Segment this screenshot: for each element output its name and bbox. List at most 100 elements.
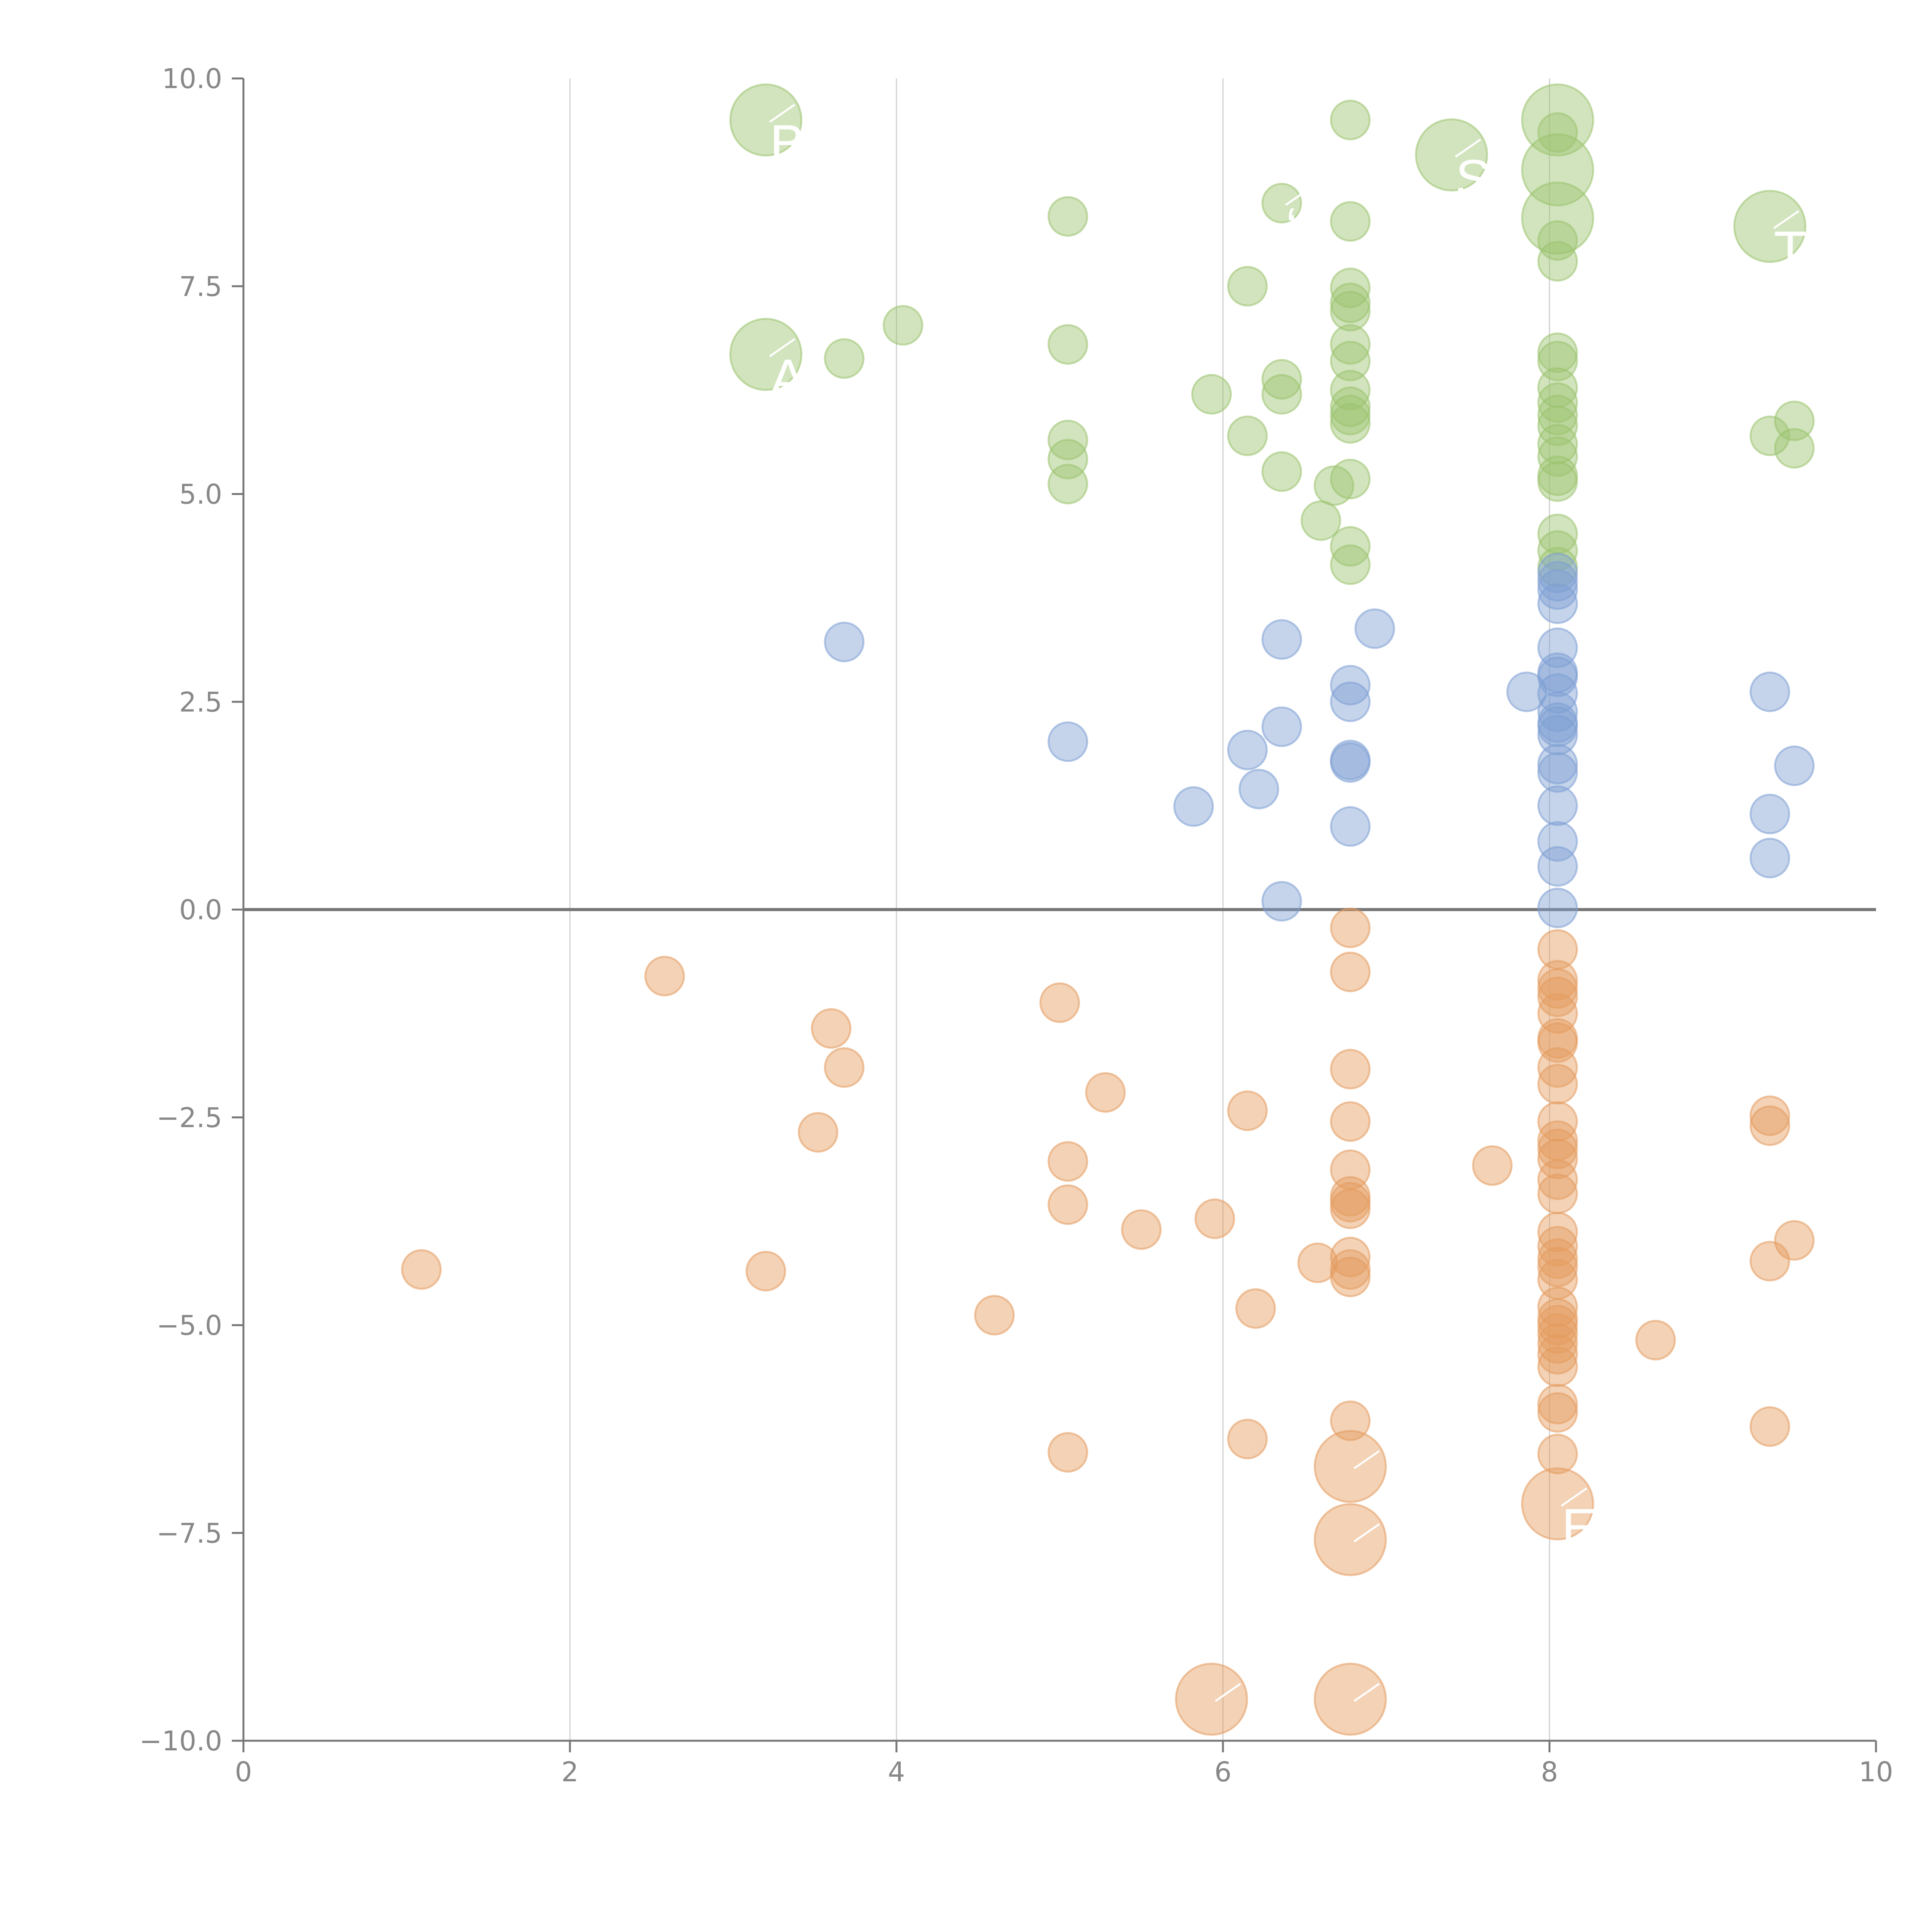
point-mid-3	[1227, 730, 1268, 770]
y-tick-label-3: 2.5	[179, 686, 222, 718]
point-low-25	[1330, 1188, 1371, 1229]
point-low-31	[1635, 1320, 1676, 1361]
point-high-32	[1330, 544, 1371, 585]
point-low-38	[1537, 1022, 1578, 1063]
large-point-low-4	[1314, 1662, 1387, 1736]
point-high-22	[1261, 374, 1302, 415]
point-high-5	[1537, 220, 1578, 261]
point-high-13	[1330, 291, 1371, 332]
point-low-55	[1537, 1313, 1578, 1354]
axis-layer: 0 2 4 6 8 10 10.0 7.5 5.0 2.5 0.0 −2.5 −5.0 −7.5 −10.0	[139, 63, 1893, 1788]
point-high-33	[1537, 332, 1578, 373]
point-high-4	[1537, 112, 1578, 153]
point-mid-8	[1330, 665, 1371, 706]
large-point-high-6	[1733, 190, 1806, 263]
point-low-13	[1194, 1198, 1235, 1239]
point-low-35	[1537, 976, 1578, 1017]
point-low-56	[1537, 1323, 1578, 1364]
point-low-60	[1537, 1392, 1578, 1433]
point-low-2	[745, 1251, 786, 1292]
point-mid-5	[1261, 619, 1302, 660]
point-high-39	[1537, 423, 1578, 464]
annotation-label-1: A	[770, 348, 806, 408]
point-mid-34	[1749, 794, 1790, 835]
annotation-leader-1	[769, 338, 796, 357]
point-high-10	[1048, 324, 1088, 365]
point-low-7	[1039, 982, 1080, 1023]
point-mid-28	[1537, 752, 1578, 793]
point-low-36	[1537, 993, 1578, 1034]
y-tick-label-2: 5.0	[179, 479, 222, 510]
large-point-high-5	[1521, 181, 1594, 255]
point-high-21	[1261, 359, 1302, 400]
point-mid-25	[1537, 706, 1578, 747]
y-tick-label-5: −2.5	[156, 1102, 222, 1134]
y-tick-label-8: −10.0	[139, 1725, 222, 1757]
large-point-high-3	[1521, 83, 1594, 157]
point-low-66	[1774, 1220, 1815, 1261]
point-mid-16	[1537, 561, 1578, 602]
point-high-8	[883, 305, 923, 346]
point-high-31	[1330, 526, 1371, 567]
point-high-15	[1330, 340, 1371, 381]
point-high-18	[1330, 395, 1371, 435]
large-point-low-1	[1314, 1503, 1387, 1576]
point-mid-9	[1330, 681, 1371, 722]
point-high-48	[1774, 428, 1815, 469]
y-tick-label-6: −5.0	[156, 1310, 222, 1342]
point-low-49	[1537, 1238, 1578, 1279]
large-point-high-0	[729, 83, 803, 157]
point-high-7	[1227, 266, 1268, 307]
point-high-14	[1330, 324, 1371, 365]
point-low-16	[1235, 1288, 1276, 1329]
large-point-high-2	[1415, 118, 1488, 192]
annotation-label-4: T	[1774, 220, 1807, 281]
annotation-label-5: E	[1561, 1497, 1597, 1558]
y-tick-label-4: 0.0	[179, 894, 222, 926]
point-low-30	[1472, 1145, 1513, 1186]
point-high-11	[1330, 267, 1371, 308]
point-low-62	[1749, 1095, 1790, 1136]
point-high-25	[1048, 439, 1088, 480]
point-mid-6	[1261, 706, 1302, 747]
point-high-20	[1191, 374, 1232, 415]
point-low-6	[974, 1295, 1015, 1336]
point-high-0	[1330, 100, 1371, 141]
point-mid-7	[1261, 881, 1302, 922]
point-mid-32	[1537, 888, 1578, 929]
point-low-20	[1330, 1049, 1371, 1090]
point-mid-2	[1173, 786, 1214, 827]
point-low-63	[1749, 1105, 1790, 1146]
point-low-28	[1330, 1257, 1371, 1298]
annotation-label-3: Sh	[1456, 148, 1522, 209]
annotation-leader-9	[1354, 1683, 1380, 1702]
point-mid-13	[1354, 608, 1395, 649]
x-tick-label-3: 6	[1214, 1756, 1232, 1788]
annotation-leader-2	[1285, 187, 1311, 206]
x-tick-label-1: 2	[561, 1756, 579, 1788]
point-high-38	[1537, 405, 1578, 446]
point-mid-36	[1774, 745, 1815, 786]
point-layer	[401, 83, 1815, 1736]
point-low-14	[1227, 1090, 1268, 1131]
point-high-2	[1261, 183, 1302, 224]
point-high-17	[1330, 386, 1371, 427]
large-point-low-3	[1175, 1662, 1248, 1736]
point-mid-29	[1537, 785, 1578, 826]
x-tick-label-4: 8	[1541, 1756, 1558, 1788]
point-low-21	[1330, 1101, 1371, 1142]
point-low-0	[401, 1249, 442, 1290]
point-low-48	[1537, 1226, 1578, 1267]
point-mid-4	[1238, 769, 1279, 810]
point-mid-26	[1537, 714, 1578, 755]
point-mid-15	[1537, 553, 1578, 594]
point-high-27	[1261, 451, 1302, 492]
point-low-58	[1537, 1346, 1578, 1387]
point-mid-33	[1749, 671, 1790, 712]
x-tick-label-0: 0	[235, 1756, 252, 1788]
point-low-29	[1330, 1400, 1371, 1441]
point-mid-31	[1537, 846, 1578, 887]
point-low-43	[1537, 1128, 1578, 1169]
